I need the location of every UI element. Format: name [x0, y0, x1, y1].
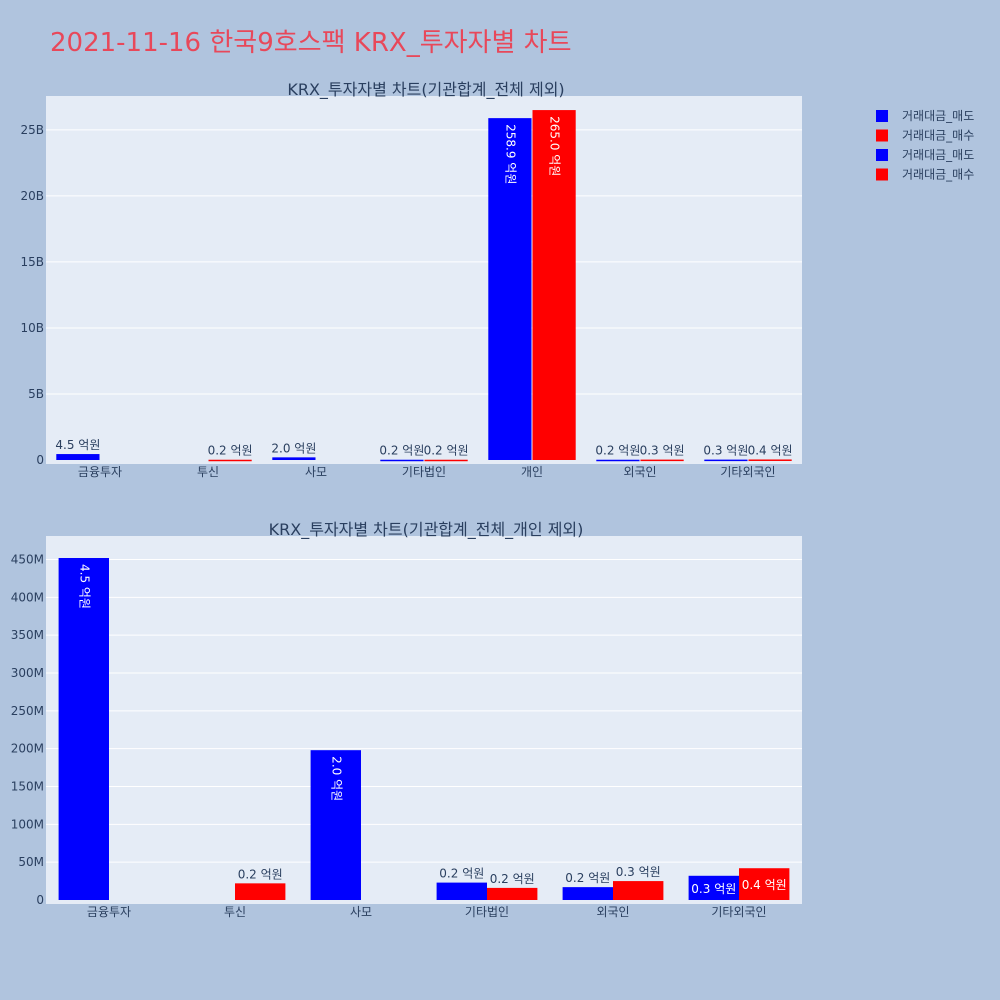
bar-buy[interactable] — [739, 868, 790, 900]
data-label: 0.3 억원 — [640, 444, 685, 458]
legend-swatch[interactable] — [876, 129, 888, 142]
bar-sell[interactable] — [310, 750, 361, 900]
data-label: 0.3 억원 — [616, 865, 661, 879]
data-label: 0.3 억원 — [691, 882, 736, 896]
y-tick-label: 0 — [36, 453, 44, 467]
x-tick-label: 개인 — [521, 465, 543, 479]
bar-sell[interactable] — [56, 454, 100, 460]
legend-swatch[interactable] — [876, 149, 888, 161]
data-label: 265.0 억원 — [548, 116, 562, 176]
data-label: 4.5 억원 — [77, 564, 91, 609]
legend-label[interactable]: 거래대금_매도 — [902, 109, 974, 123]
bar-buy[interactable] — [235, 883, 286, 900]
bar-sell[interactable] — [688, 875, 739, 900]
plot-area — [46, 96, 802, 464]
bar-buy[interactable] — [532, 110, 576, 461]
bar-buy[interactable] — [487, 887, 538, 900]
y-tick-label: 5B — [28, 387, 44, 401]
y-tick-label: 15B — [20, 255, 44, 269]
x-tick-label: 사모 — [350, 905, 372, 919]
legend-label[interactable]: 거래대금_매수 — [902, 129, 974, 143]
data-label: 0.2 억원 — [439, 867, 484, 881]
y-tick-label: 200M — [11, 742, 44, 756]
data-label: 4.5 억원 — [55, 438, 100, 452]
x-tick-label: 사모 — [305, 465, 327, 479]
x-tick-label: 기타외국인 — [720, 465, 775, 479]
x-tick-label: 기타법인 — [465, 905, 509, 919]
data-label: 0.2 억원 — [424, 444, 469, 458]
legend-label[interactable]: 거래대금_매수 — [902, 168, 974, 182]
y-tick-label: 50M — [18, 855, 44, 869]
bar-sell[interactable] — [488, 118, 532, 460]
data-label: 0.2 억원 — [238, 867, 283, 881]
y-tick-label: 250M — [11, 704, 44, 718]
y-tick-label: 10B — [20, 321, 44, 335]
chart-title: KRX_투자자별 차트(기관합계_전체_개인 제외) — [269, 520, 584, 540]
legend-label[interactable]: 거래대금_매도 — [902, 148, 974, 162]
x-tick-label: 기타법인 — [402, 465, 446, 479]
x-tick-label: 외국인 — [596, 905, 629, 919]
bar-buy[interactable] — [640, 459, 684, 462]
chart-bottom: KRX_투자자별 차트(기관합계_전체_개인 제외) 0 50M 100M 150M 20… — [11, 520, 802, 919]
bar-sell[interactable] — [562, 887, 613, 900]
y-tick-label: 450M — [11, 553, 44, 567]
chart-title: KRX_투자자별 차트(기관합계_전체 제외) — [287, 80, 564, 100]
y-tick-label: 150M — [11, 780, 44, 794]
data-label: 0.2 억원 — [208, 444, 253, 458]
bar-buy[interactable] — [424, 459, 468, 462]
plot-area — [46, 536, 802, 904]
chart-top: KRX_투자자별 차트(기관합계_전체 제외) 0 5B 10B 15B 20B 25B 금융… — [20, 80, 802, 479]
bar-sell[interactable] — [380, 459, 424, 462]
bar-buy[interactable] — [613, 881, 664, 900]
y-tick-label: 350M — [11, 628, 44, 642]
y-tick-label: 25B — [20, 123, 44, 137]
bar-sell[interactable] — [272, 457, 316, 460]
bar-sell[interactable] — [58, 558, 109, 900]
y-tick-label: 20B — [20, 189, 44, 203]
data-label: 0.2 억원 — [595, 444, 640, 458]
data-label: 0.4 억원 — [748, 443, 793, 457]
x-tick-label: 외국인 — [623, 465, 656, 479]
x-tick-label: 투신 — [224, 905, 246, 919]
x-tick-label: 투신 — [197, 465, 219, 479]
data-label: 2.0 억원 — [271, 441, 316, 455]
legend-swatch[interactable] — [876, 168, 888, 181]
bar-sell[interactable] — [596, 459, 640, 462]
y-tick-label: 300M — [11, 666, 44, 680]
data-label: 2.0 억원 — [329, 756, 343, 801]
y-tick-label: 100M — [11, 817, 44, 831]
bar-buy[interactable] — [748, 459, 792, 461]
x-tick-label: 기타외국인 — [711, 905, 766, 919]
data-label: 0.2 억원 — [379, 444, 424, 458]
data-label: 0.2 억원 — [490, 872, 535, 886]
bar-sell[interactable] — [704, 459, 748, 462]
y-tick-label: 400M — [11, 590, 44, 604]
bar-buy[interactable] — [208, 459, 252, 462]
y-tick-label: 0 — [36, 893, 44, 907]
bar-sell[interactable] — [436, 882, 487, 900]
x-tick-label: 금융투자 — [87, 905, 131, 919]
data-label: 258.9 억원 — [503, 124, 517, 184]
legend-swatch[interactable] — [876, 110, 888, 122]
data-label: 0.3 억원 — [703, 444, 748, 458]
data-label: 0.4 억원 — [742, 878, 787, 892]
x-tick-label: 금융투자 — [78, 465, 122, 479]
data-label: 0.2 억원 — [565, 871, 610, 885]
page-title: 2021-11-16 한국9호스팩 KRX_투자자별 차트 — [50, 28, 572, 58]
